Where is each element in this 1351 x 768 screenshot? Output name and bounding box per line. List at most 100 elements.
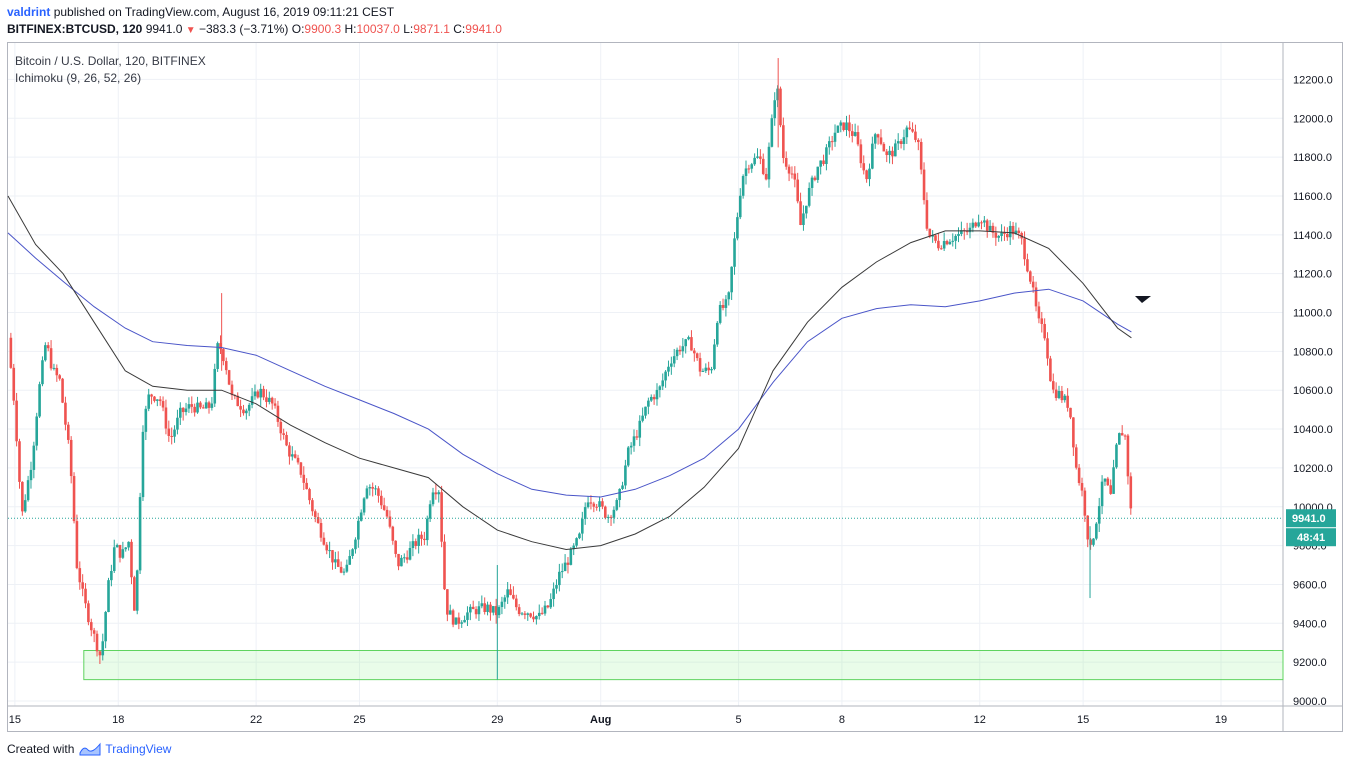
candle-body (1043, 323, 1046, 339)
low-value: 9871.1 (413, 22, 450, 36)
candle-body (1011, 225, 1015, 235)
candle-body (1069, 407, 1072, 418)
candle-body (147, 394, 151, 409)
candle-body (1049, 358, 1052, 382)
candle-body (78, 568, 82, 583)
ma-fast-line (7, 195, 1132, 551)
candle-body (345, 564, 349, 572)
candle-body (173, 429, 176, 437)
price-tick-label: 10400.0 (1293, 424, 1333, 436)
candle-body (334, 559, 337, 563)
candle-body (647, 400, 650, 407)
candle-body (316, 517, 320, 524)
candle-body (423, 538, 426, 541)
ma-slow-line (7, 232, 1132, 498)
candle-body (885, 151, 889, 156)
candle-body (35, 416, 39, 446)
candle-body (49, 348, 53, 369)
indicator-title[interactable]: Ichimoku (9, 26, 52, 26) (15, 71, 142, 85)
candle-body (282, 433, 285, 435)
candle-body (489, 604, 492, 613)
candle-body (902, 137, 906, 145)
candle-body (896, 141, 900, 144)
candle-body (603, 506, 607, 518)
price-tick-label: 9200.0 (1293, 657, 1327, 669)
candle-body (971, 222, 975, 228)
candle-body (658, 386, 662, 390)
price-tick-label: 10600.0 (1293, 385, 1333, 397)
candle-body (32, 445, 36, 470)
time-axis: 15 18 22 25 29 Aug 5 8 12 15 19 (9, 714, 1227, 726)
candle-body (38, 384, 41, 417)
candle-body (1028, 271, 1032, 282)
candle-body (985, 220, 989, 231)
candle-body (1074, 447, 1078, 468)
candle-body (388, 516, 392, 527)
candle-body (693, 350, 696, 354)
candle-body (247, 404, 251, 411)
candle-body (641, 415, 644, 421)
price-tick-label: 11600.0 (1293, 191, 1332, 203)
candle-body (569, 549, 573, 565)
open-label: O: (291, 22, 305, 36)
candle-body (187, 404, 191, 409)
candle-body (273, 403, 277, 406)
price-tick-label: 9600.0 (1293, 579, 1327, 591)
candle-body (853, 132, 857, 136)
candle-body (917, 139, 920, 143)
candle-body (1008, 225, 1012, 238)
candle-body (790, 173, 794, 175)
support-zone (83, 649, 1284, 681)
candle-body (308, 489, 311, 501)
candle-body (92, 630, 96, 634)
candle-body (1077, 467, 1081, 484)
candle-body (104, 612, 107, 642)
candle-body (362, 498, 366, 513)
high-label: H: (344, 22, 357, 36)
candle-body (469, 606, 472, 613)
candle-body (535, 616, 538, 620)
candle-body (1118, 433, 1121, 445)
candle-body (184, 408, 188, 413)
price-tick-label: 9400.0 (1293, 618, 1327, 630)
candle-body (250, 396, 254, 405)
candle-body (29, 469, 33, 481)
candle-body (259, 388, 263, 398)
close-label: C: (453, 22, 466, 36)
candle-body (710, 369, 713, 371)
candle-body (1066, 395, 1069, 408)
candle-body (500, 601, 504, 607)
candle-body (41, 360, 44, 385)
candle-body (566, 562, 570, 565)
candle-body (862, 163, 866, 171)
candle-body (95, 633, 99, 652)
candle-body (411, 541, 415, 549)
candle-body (127, 541, 130, 548)
candle-body (397, 553, 400, 567)
candle-body (72, 476, 76, 522)
candle-body (437, 492, 441, 495)
candle-body (55, 367, 59, 376)
candle-body (738, 195, 742, 218)
candle-body (784, 157, 788, 167)
candle-body (506, 589, 509, 598)
author-link[interactable]: valdrint (7, 5, 51, 19)
candle-body (672, 356, 676, 364)
candle-body (107, 580, 110, 613)
candle-body (799, 201, 802, 225)
candle-body (899, 141, 903, 145)
candle-body (207, 402, 211, 408)
candle-body (285, 434, 288, 446)
candle-body (773, 100, 777, 119)
candle-body (26, 480, 30, 501)
candle-body (75, 521, 79, 569)
chart-panel[interactable] (7, 42, 1343, 732)
candle-body (908, 127, 911, 130)
tradingview-link[interactable]: TradingView (105, 742, 172, 756)
candle-body (1060, 390, 1064, 401)
time-tick-label: 8 (839, 714, 845, 726)
candle-body (178, 407, 182, 418)
down-arrow-icon: ▼ (185, 25, 196, 36)
low-label: L: (403, 22, 414, 36)
